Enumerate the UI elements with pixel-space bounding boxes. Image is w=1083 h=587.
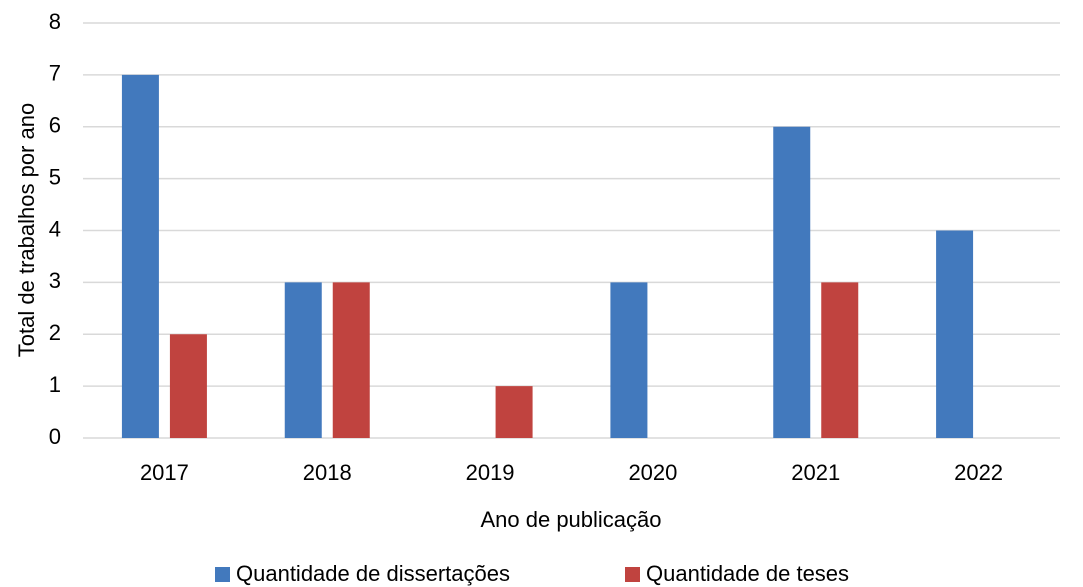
bar [169, 334, 207, 438]
bar [495, 386, 533, 438]
y-tick-label: 6 [49, 113, 61, 138]
x-tick-label: 2019 [466, 460, 515, 485]
y-tick-label: 4 [49, 216, 61, 241]
y-tick-label: 5 [49, 164, 61, 189]
bar [610, 282, 648, 438]
y-axis-label: Total de trabalhos por ano [14, 103, 39, 357]
bar [121, 74, 159, 438]
y-tick-label: 2 [49, 320, 61, 345]
y-tick-label: 1 [49, 372, 61, 397]
legend-label: Quantidade de teses [646, 561, 849, 586]
bar [936, 230, 974, 438]
x-tick-label: 2021 [791, 460, 840, 485]
y-tick-label: 8 [49, 9, 61, 34]
legend-swatch [215, 567, 230, 582]
x-tick-label: 2017 [140, 460, 189, 485]
bar [773, 126, 811, 438]
bar [284, 282, 322, 438]
x-tick-label: 2020 [628, 460, 677, 485]
bar [332, 282, 370, 438]
y-tick-label: 3 [49, 268, 61, 293]
x-axis-label: Ano de publicação [480, 507, 661, 532]
bar [821, 282, 859, 438]
x-tick-label: 2022 [954, 460, 1003, 485]
x-tick-label: 2018 [303, 460, 352, 485]
y-tick-label: 0 [49, 424, 61, 449]
y-tick-label: 7 [49, 61, 61, 86]
legend-label: Quantidade de dissertações [236, 561, 510, 586]
legend-swatch [625, 567, 640, 582]
